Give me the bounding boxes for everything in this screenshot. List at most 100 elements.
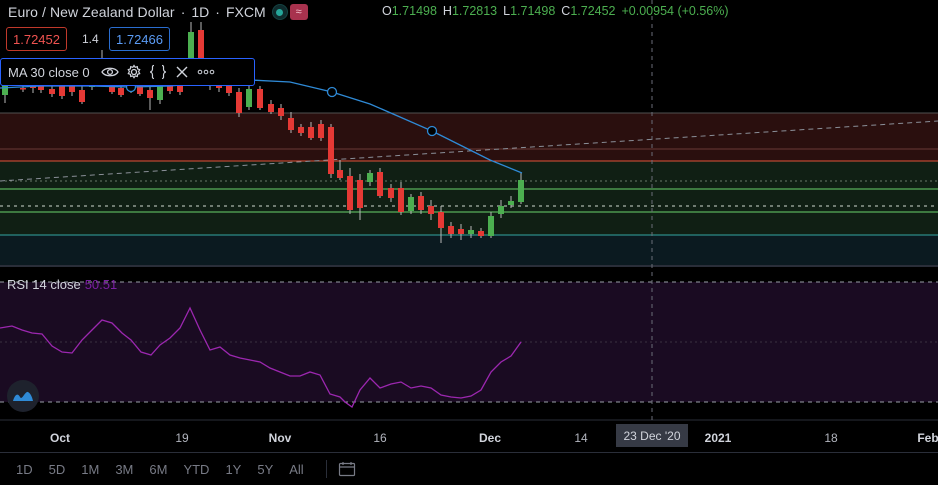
time-axis-tick: Nov <box>268 431 292 445</box>
rsi-value: 50.51 <box>84 277 118 292</box>
candle-down <box>458 229 464 234</box>
candle-down <box>347 176 353 210</box>
timeframe-toolbar: 1D 5D 1M 3M 6M YTD 1Y 5Y All <box>0 452 938 485</box>
candle-down <box>79 90 85 102</box>
timeframe-button-3m[interactable]: 3M <box>115 461 134 477</box>
crosshair-date-badge: 23 Dec '20 <box>616 424 688 447</box>
timeframe-button-1y[interactable]: 1Y <box>225 461 242 477</box>
candle-down <box>428 206 434 214</box>
timeframe-button-ytd[interactable]: YTD <box>183 461 210 477</box>
high-value: 1.72813 <box>451 4 498 18</box>
title-separator: · <box>180 4 186 20</box>
ma-anchor-handle[interactable] <box>426 125 438 137</box>
candle-up <box>518 180 524 202</box>
time-axis-tick: Dec <box>478 431 502 445</box>
candle-up <box>157 83 163 100</box>
symbol-name: Euro / New Zealand Dollar <box>8 4 175 20</box>
candle-up <box>367 173 373 182</box>
timeframe-button-6m[interactable]: 6M <box>149 461 168 477</box>
candle-down <box>298 127 304 133</box>
timeframe-button-1d[interactable]: 1D <box>16 461 33 477</box>
candle-up <box>2 82 8 95</box>
candle-down <box>357 180 363 208</box>
visibility-eye-icon[interactable] <box>98 61 122 83</box>
candle-down <box>109 83 115 92</box>
candle-down <box>236 92 242 113</box>
ma-anchor-handle[interactable] <box>326 86 338 98</box>
time-axis-tick: Oct <box>49 431 71 445</box>
candle-down <box>38 84 44 90</box>
candle-down <box>318 124 324 138</box>
candle-down <box>268 104 274 112</box>
more-dots-icon[interactable] <box>194 61 218 83</box>
candle-down <box>337 170 343 178</box>
candle-down <box>478 231 484 236</box>
candle-down <box>177 86 183 92</box>
exchange-label: FXCM <box>225 4 266 20</box>
timeframe-button-5d[interactable]: 5D <box>48 461 66 477</box>
time-axis-tick: 19 <box>175 431 189 445</box>
candle-up <box>508 201 514 205</box>
alert-wave-icon[interactable]: ≈ <box>289 4 308 20</box>
candle-down <box>198 30 204 58</box>
candle-up <box>246 89 252 107</box>
sell-button[interactable]: 1.72452 <box>6 27 67 51</box>
time-axis-tick: 14 <box>574 431 588 445</box>
timeframe-button-5y[interactable]: 5Y <box>257 461 274 477</box>
candle-up <box>498 206 504 214</box>
rsi-indicator-label: RSI 14 close <box>7 277 81 292</box>
candle-down <box>377 172 383 196</box>
tradingview-logo-icon[interactable] <box>7 380 39 412</box>
calendar-range-icon[interactable] <box>337 460 357 478</box>
candle-up <box>488 216 494 236</box>
candle-down <box>216 84 222 88</box>
time-axis-tick: 16 <box>373 431 387 445</box>
settings-gear-icon[interactable] <box>122 61 146 83</box>
close-x-icon[interactable] <box>170 61 194 83</box>
rsi-line <box>0 306 522 408</box>
zone-green <box>0 161 938 235</box>
candle-down <box>118 88 124 95</box>
candle-down <box>137 82 143 94</box>
candle-down <box>69 84 75 92</box>
high-key: H <box>442 4 452 18</box>
candle-down <box>226 86 232 93</box>
candle-down <box>308 127 314 138</box>
low-value: 1.71498 <box>510 4 556 18</box>
candle-up <box>188 32 194 60</box>
timeframe-button-all[interactable]: All <box>289 461 304 477</box>
ma-indicator-label: MA 30 close 0 <box>8 64 90 80</box>
symbol-title[interactable]: Euro / New Zealand Dollar · 1D · FXCM ≈ <box>8 3 308 21</box>
interval-label: 1D <box>191 4 210 20</box>
trend-line <box>0 120 938 182</box>
candle-down <box>278 108 284 116</box>
candle-down <box>388 188 394 198</box>
ma-indicator-legend[interactable]: MA 30 close 0 <box>0 58 255 86</box>
close-key: C <box>561 4 571 18</box>
candle-up <box>468 230 474 234</box>
rsi-indicator-legend[interactable]: RSI 14 close 50.51 <box>7 277 117 292</box>
candle-down <box>167 84 173 91</box>
buy-button[interactable]: 1.72466 <box>109 27 170 51</box>
time-axis-tick: Feb <box>917 431 938 445</box>
candle-down <box>49 89 55 94</box>
candle-down <box>147 90 153 98</box>
toolbar-divider <box>325 460 327 478</box>
ohlc-readout: O1.71498 H1.72813 L1.71498 C1.72452 +0.0… <box>382 4 729 18</box>
open-key: O <box>382 4 392 18</box>
close-value: 1.72452 <box>570 4 616 18</box>
candles-group <box>2 22 524 243</box>
candle-down <box>398 188 404 212</box>
candle-down <box>59 85 65 96</box>
ma-30-line <box>0 79 523 174</box>
candle-down <box>288 118 294 130</box>
timeframe-button-1m[interactable]: 1M <box>81 461 100 477</box>
low-key: L <box>503 4 511 18</box>
candle-up <box>408 197 414 211</box>
time-axis-tick: 18 <box>824 431 838 445</box>
source-code-icon[interactable] <box>146 61 170 83</box>
market-open-status-icon[interactable] <box>271 4 288 20</box>
candle-down <box>20 88 26 90</box>
candle-down <box>438 212 444 228</box>
